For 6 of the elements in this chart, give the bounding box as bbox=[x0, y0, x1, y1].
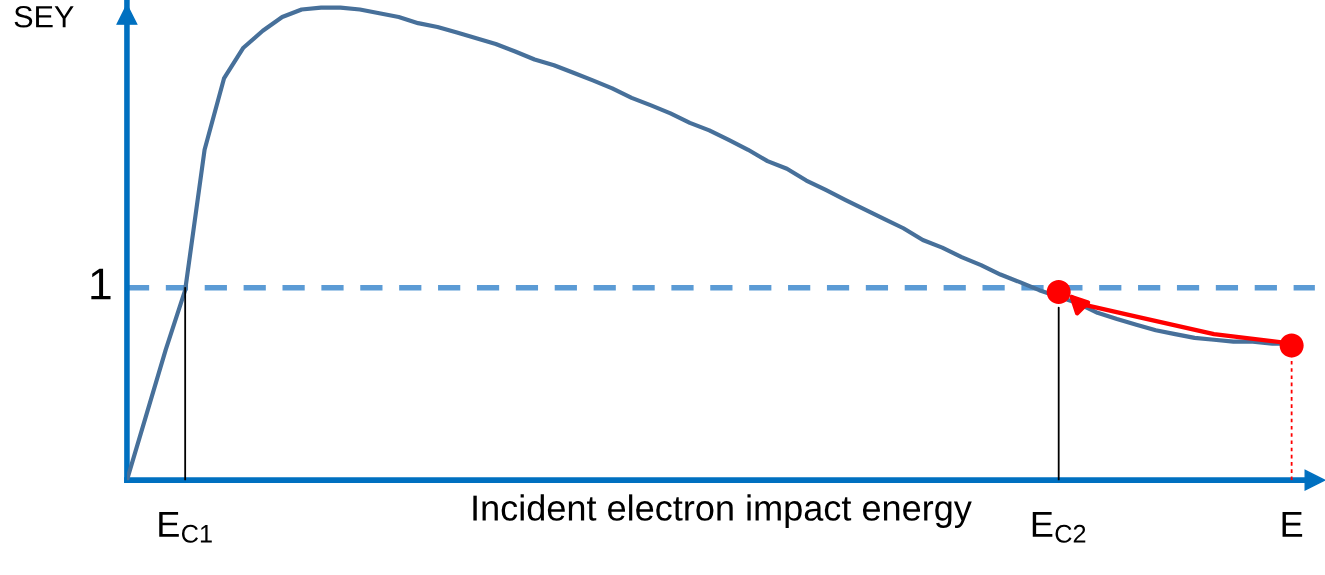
x-tick-label: E bbox=[1282, 512, 1303, 537]
x-axis-title: Incident electron impact energy bbox=[473, 494, 972, 529]
x-tick-label: E$_{C2}$ bbox=[1032, 511, 1086, 543]
x-tick-label: E$_{C1}$ bbox=[159, 511, 212, 543]
y-axis-title: SEY bbox=[14, 5, 74, 28]
text: 1 bbox=[91, 268, 111, 300]
